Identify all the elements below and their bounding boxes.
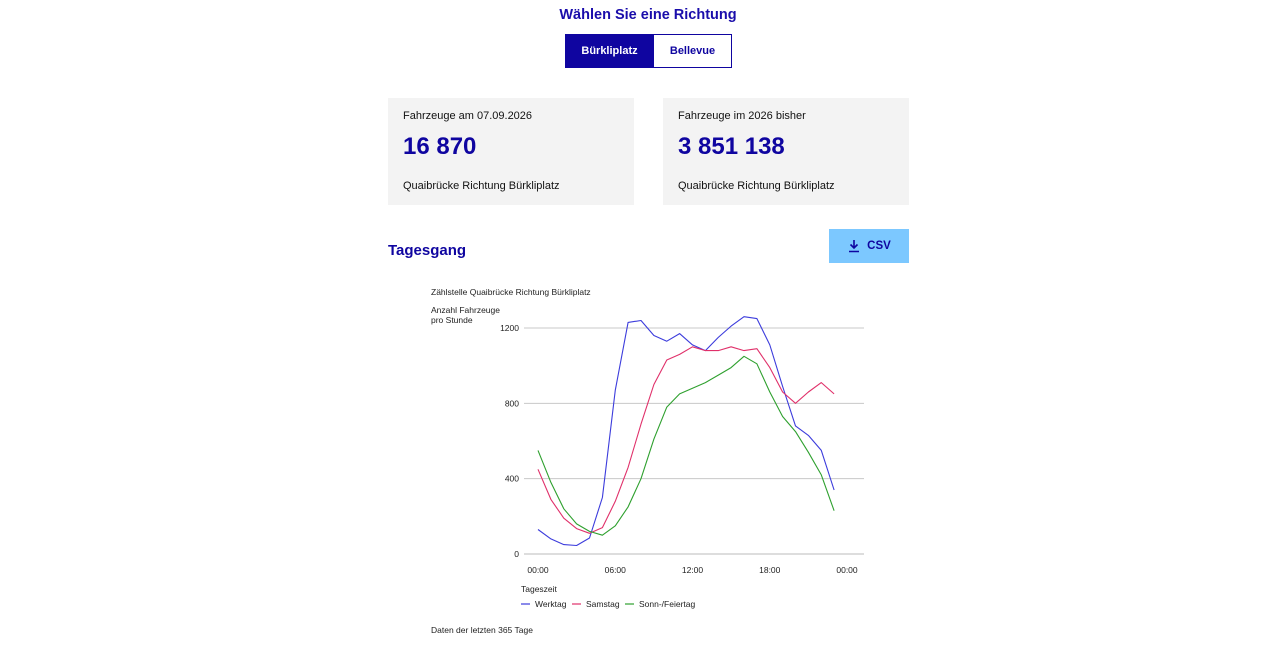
daily-count-value: 16 870: [403, 133, 477, 160]
x-tick-label-2: 12:00: [682, 565, 704, 575]
y-tick-label-800: 800: [505, 398, 519, 408]
y-tick-label-1200: 1200: [500, 323, 519, 333]
x-tick-label-3: 18:00: [759, 565, 781, 575]
legend-label-1: Samstag: [586, 599, 620, 609]
yearly-count-location: Quaibrücke Richtung Bürkliplatz: [678, 180, 835, 192]
direction-toggle: Bürkliplatz Bellevue: [565, 34, 732, 68]
yearly-count-value: 3 851 138: [678, 133, 785, 160]
y-tick-label-0: 0: [514, 549, 519, 559]
section-title: Tagesgang: [388, 242, 467, 259]
direction-option-bellevue[interactable]: Bellevue: [654, 34, 732, 68]
daily-count-card: Fahrzeuge am 07.09.2026 16 870 Quaibrück…: [388, 98, 634, 205]
x-tick-label-4: 00:00: [836, 565, 858, 575]
y-tick-label-400: 400: [505, 474, 519, 484]
csv-download-button[interactable]: CSV: [829, 229, 909, 263]
legend-label-0: Werktag: [535, 599, 567, 609]
daily-count-label: Fahrzeuge am 07.09.2026: [403, 110, 533, 122]
series-line-1: [537, 346, 835, 534]
download-icon: [849, 240, 860, 253]
x-tick-label-1: 06:00: [605, 565, 627, 575]
series-line-0: [537, 316, 835, 547]
direction-heading: Wählen Sie eine Richtung: [559, 7, 737, 23]
chart-title: Zählstelle Quaibrücke Richtung Bürklipla…: [431, 287, 591, 297]
csv-button-label: CSV: [867, 240, 891, 252]
x-tick-label-0: 00:00: [527, 565, 549, 575]
y-axis-label: Anzahl Fahrzeuge pro Stunde: [431, 305, 500, 325]
yearly-count-card: Fahrzeuge im 2026 bisher 3 851 138 Quaib…: [663, 98, 909, 205]
yearly-count-label: Fahrzeuge im 2026 bisher: [678, 110, 806, 122]
daily-count-location: Quaibrücke Richtung Bürkliplatz: [403, 180, 560, 192]
direction-option-buerkliplatz[interactable]: Bürkliplatz: [565, 34, 654, 68]
series-line-2: [537, 355, 835, 536]
legend-label-2: Sonn-/Feiertag: [639, 599, 695, 609]
data-period-note: Daten der letzten 365 Tage: [431, 625, 533, 635]
x-axis-label: Tageszeit: [521, 584, 558, 594]
